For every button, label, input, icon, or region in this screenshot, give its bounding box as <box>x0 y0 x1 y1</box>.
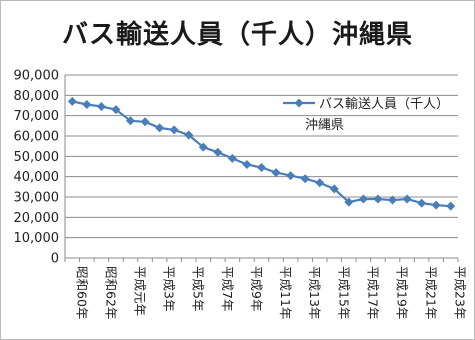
x-tick-label: 平成11年 <box>278 266 293 319</box>
data-point <box>358 194 368 204</box>
data-point <box>431 200 441 210</box>
data-point <box>227 153 237 163</box>
data-point <box>198 142 208 152</box>
y-tick-label: 20,000 <box>14 211 60 226</box>
data-point <box>184 130 194 140</box>
x-tick-label: 平成17年 <box>365 266 380 319</box>
chart-title: バス輸送人員（千人）沖縄県 <box>61 20 413 50</box>
x-tick-label: 平成13年 <box>307 266 322 319</box>
data-point <box>242 159 252 169</box>
data-point <box>126 116 135 126</box>
x-tick-label: 昭和60年 <box>74 266 89 319</box>
x-tick-label: 平成5年 <box>191 266 206 311</box>
y-tick-label: 10,000 <box>14 231 60 246</box>
x-tick-label: 平成元年 <box>133 266 148 316</box>
data-point <box>446 201 456 211</box>
data-point <box>169 125 179 135</box>
x-tick-label: 平成3年 <box>162 266 177 311</box>
legend-label: 沖縄県 <box>305 118 344 133</box>
legend-marker <box>294 98 304 108</box>
x-tick-label: 平成19年 <box>395 266 410 319</box>
x-tick-label: 平成7年 <box>220 266 235 311</box>
data-point <box>82 99 92 109</box>
x-tick-label: 平成21年 <box>424 266 439 319</box>
y-tick-label: 40,000 <box>14 170 60 185</box>
data-point <box>111 105 121 115</box>
series-line <box>72 100 451 208</box>
y-tick-label: 30,000 <box>14 191 60 206</box>
data-point <box>315 178 325 188</box>
data-point <box>417 198 427 208</box>
x-tick-label: 平成23年 <box>453 266 468 319</box>
data-point <box>300 174 310 184</box>
x-tick-label: 昭和62年 <box>103 266 118 319</box>
y-tick-label: 90,000 <box>14 69 60 84</box>
data-point <box>257 163 266 173</box>
data-point <box>67 96 77 106</box>
y-tick-label: 50,000 <box>14 150 60 165</box>
data-point <box>286 171 296 181</box>
data-point <box>213 147 223 157</box>
data-point <box>373 194 383 204</box>
data-point <box>388 195 397 205</box>
y-tick-label: 80,000 <box>14 89 60 104</box>
data-point <box>344 197 354 207</box>
data-point <box>402 194 412 204</box>
data-point <box>329 184 339 194</box>
data-point <box>96 102 106 112</box>
legend-label: バス輸送人員（千人） <box>319 97 449 112</box>
y-tick-label: 60,000 <box>14 130 60 145</box>
y-tick-label: 70,000 <box>14 109 60 124</box>
data-point <box>271 168 281 178</box>
x-tick-label: 平成9年 <box>249 266 264 311</box>
data-point <box>140 117 150 127</box>
y-tick-label: 0 <box>51 252 59 267</box>
x-tick-label: 平成15年 <box>336 266 351 319</box>
data-point <box>155 123 165 133</box>
